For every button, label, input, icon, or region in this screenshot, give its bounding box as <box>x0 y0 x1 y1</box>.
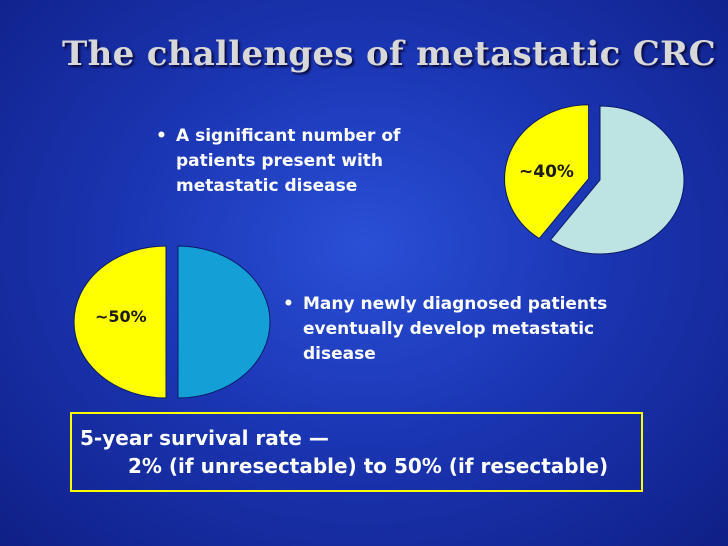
bullet-develop-metastatic: • Many newly diagnosed patients eventual… <box>283 292 653 367</box>
pie2-slice-0 <box>73 245 167 399</box>
survival-rate-heading: 5-year survival rate — <box>80 426 329 450</box>
pie1-slice-1 <box>549 105 685 255</box>
pie1-slice-0 <box>504 104 590 240</box>
pie2-slice-1 <box>177 245 271 399</box>
bullet-text: Many newly diagnosed patients eventually… <box>303 294 608 364</box>
survival-rate-box: 5-year survival rate — 2% (if unresectab… <box>70 412 643 492</box>
pie-chart-develop <box>73 245 271 399</box>
bullet-present-metastatic: • A significant number of patients prese… <box>156 124 446 199</box>
bullet-dot-icon: • <box>283 294 294 314</box>
survival-rate-range: 2% (if unresectable) to 50% (if resectab… <box>128 454 609 478</box>
slide-title: The challenges of metastatic CRC <box>62 34 717 74</box>
pie-chart-present <box>504 104 685 255</box>
bullet-text: A significant number of patients present… <box>176 126 401 196</box>
bullet-dot-icon: • <box>156 126 167 146</box>
pie-label-40: ~40% <box>519 162 574 182</box>
pie-label-50: ~50% <box>95 307 147 326</box>
